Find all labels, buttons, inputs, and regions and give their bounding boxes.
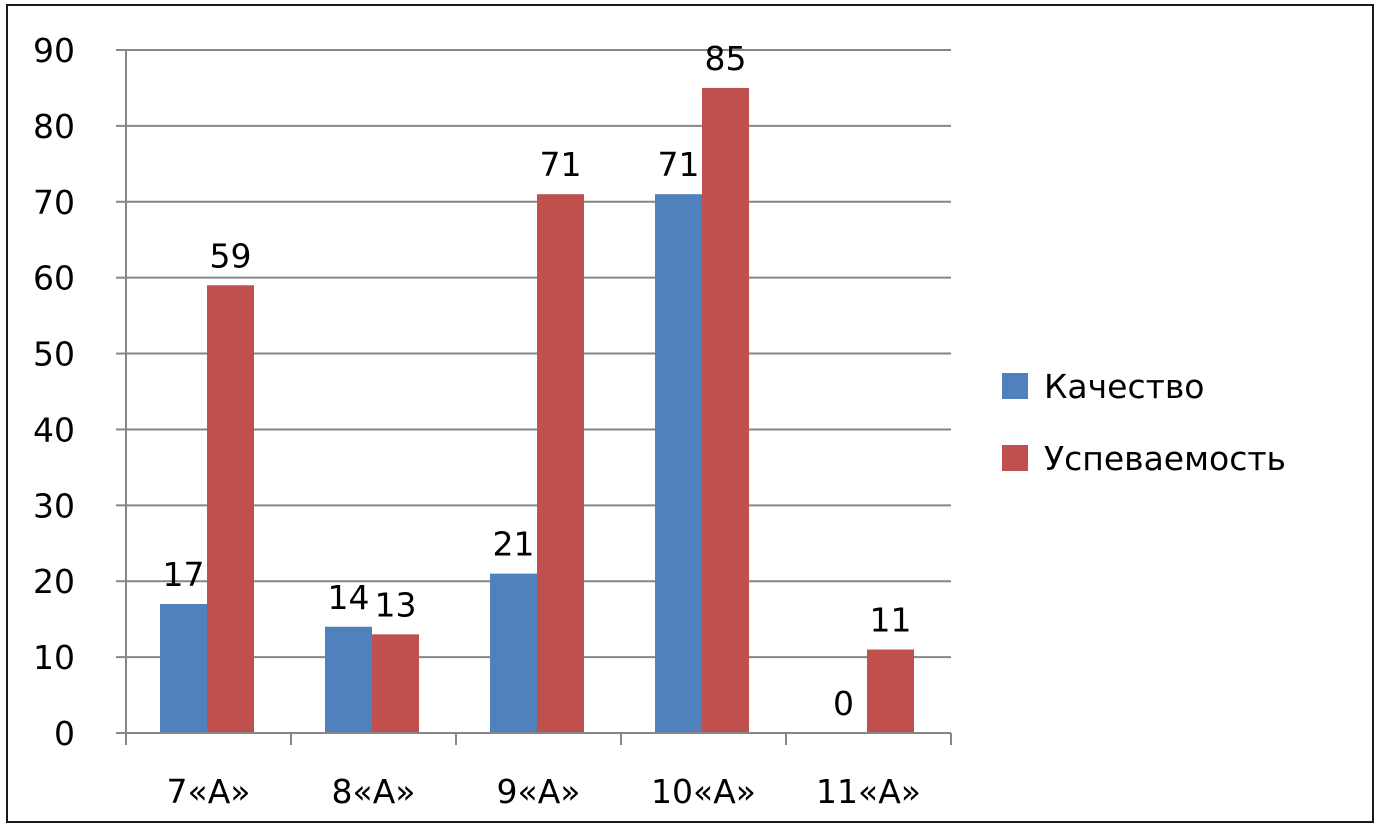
data-label: 71	[540, 145, 582, 184]
x-tick-label: 8«А»	[332, 772, 416, 811]
y-tick-label: 70	[33, 183, 75, 222]
data-label: 11	[870, 601, 912, 640]
legend-label: Качество	[1044, 367, 1204, 406]
data-label: 59	[210, 236, 252, 275]
data-label: 85	[705, 39, 747, 78]
bar-progress-4	[702, 88, 749, 733]
y-tick-label: 40	[33, 410, 75, 449]
data-label: 0	[833, 684, 854, 723]
legend-swatch	[1002, 445, 1028, 471]
legend-label: Успеваемость	[1044, 439, 1286, 478]
legend-swatch	[1002, 373, 1028, 399]
y-tick-label: 60	[33, 259, 75, 298]
y-tick-label: 0	[54, 714, 75, 753]
y-tick-label: 50	[33, 335, 75, 374]
x-tick-label: 7«А»	[167, 772, 251, 811]
legend: Качество Успеваемость	[1002, 367, 1286, 478]
bar-quality-4	[655, 194, 702, 733]
y-tick-label: 30	[33, 486, 75, 525]
x-tick-label: 9«А»	[497, 772, 581, 811]
y-tick-labels: 0 10 20 30 40 50 60 70 80 90	[33, 31, 75, 753]
x-tick-label: 11«А»	[816, 772, 921, 811]
bar-quality-3	[490, 574, 537, 733]
x-tick-label: 10«А»	[651, 772, 756, 811]
x-tick-labels: 7«А» 8«А» 9«А» 10«А» 11«А»	[167, 772, 921, 811]
bar-progress-3	[537, 194, 584, 733]
y-tick-label: 10	[33, 638, 75, 677]
bar-progress-2	[372, 634, 419, 733]
data-label: 71	[658, 145, 700, 184]
bar-quality-2	[325, 627, 372, 733]
y-tick-label: 20	[33, 562, 75, 601]
bar-progress-5	[867, 650, 914, 733]
data-label: 17	[163, 555, 205, 594]
y-tick-label: 90	[33, 31, 75, 70]
bar-quality-1	[160, 604, 207, 733]
y-tick-label: 80	[33, 107, 75, 146]
data-label: 14	[328, 578, 370, 617]
data-label: 21	[493, 525, 535, 564]
bars	[160, 88, 914, 733]
data-label: 13	[375, 585, 417, 624]
bar-progress-1	[207, 285, 254, 733]
